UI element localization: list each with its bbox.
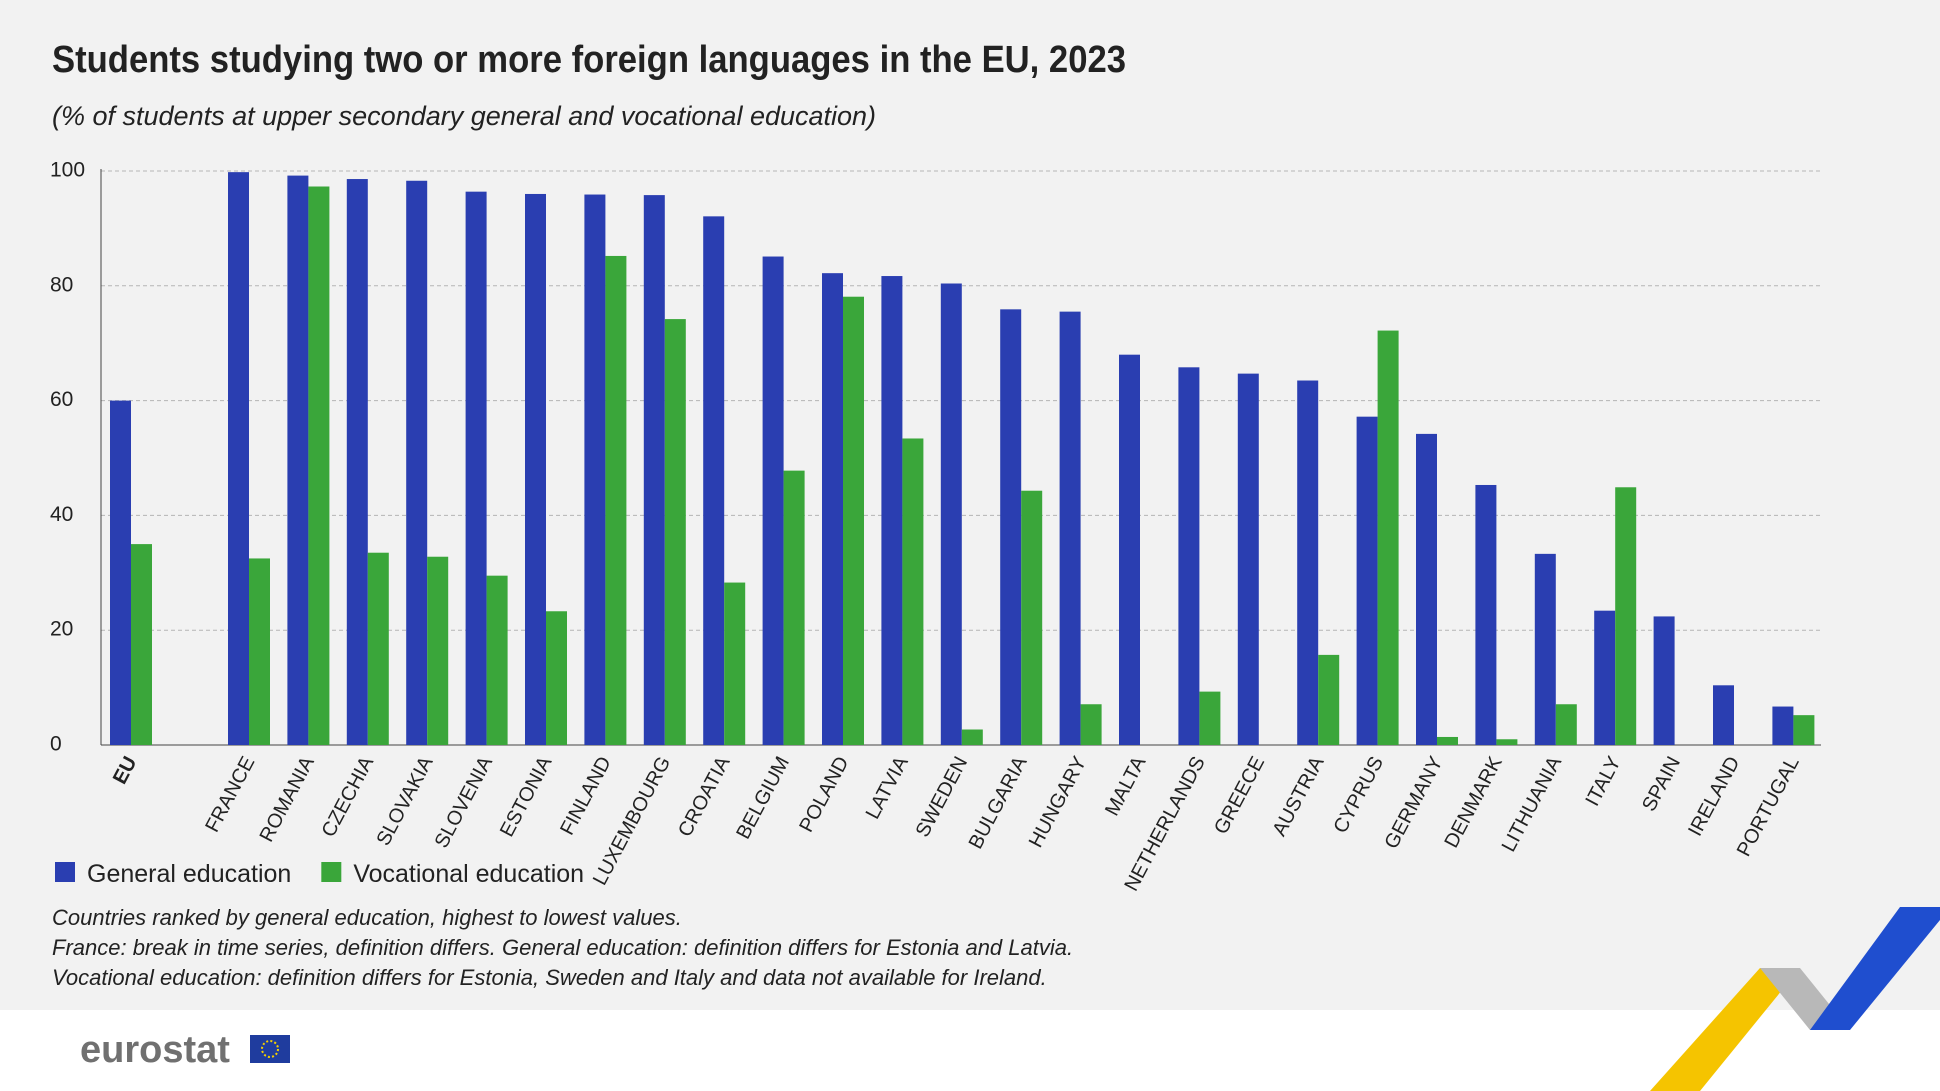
bar [822, 273, 843, 745]
bar [1178, 367, 1200, 745]
bar [1496, 739, 1518, 745]
bar [1356, 416, 1378, 745]
bar [1772, 706, 1794, 745]
bar [131, 544, 152, 745]
bar [881, 276, 903, 745]
footnote: Vocational education: definition differs… [52, 965, 1047, 990]
footnote: France: break in time series, definition… [52, 935, 1073, 960]
bar [406, 180, 428, 745]
y-tick-label: 80 [50, 273, 73, 296]
legend-label: Vocational education [353, 860, 584, 888]
y-tick-label: 60 [50, 388, 73, 411]
legend-label: General education [87, 860, 291, 888]
bar [1199, 691, 1221, 745]
legend-swatch [321, 862, 342, 882]
bar [724, 582, 746, 745]
bar [1021, 490, 1043, 745]
bar [1615, 487, 1637, 745]
legend-swatch [55, 862, 75, 882]
bar [287, 175, 309, 746]
bar [1119, 354, 1140, 745]
y-tick-label: 0 [50, 733, 62, 756]
bar [1416, 433, 1437, 745]
bar [703, 216, 725, 745]
chart-subtitle: (% of students at upper secondary genera… [52, 101, 876, 131]
bar [961, 729, 983, 745]
bar [605, 255, 627, 745]
bar [1059, 311, 1081, 745]
bar [664, 319, 686, 745]
bar [1653, 616, 1675, 745]
bar [1080, 704, 1102, 745]
bar [1000, 309, 1022, 745]
y-tick-label: 100 [50, 159, 85, 182]
bar [465, 191, 487, 745]
bar [1793, 715, 1815, 745]
bar [367, 552, 389, 745]
bar [1555, 704, 1577, 745]
footer-band [0, 1010, 1940, 1091]
bar [1297, 380, 1319, 745]
bar [1377, 330, 1399, 745]
bar [1437, 736, 1458, 745]
bar [110, 400, 131, 745]
bar [1237, 373, 1259, 745]
bar [643, 195, 665, 745]
bar [308, 186, 330, 746]
logo-text: eurostat [80, 1029, 230, 1071]
bar [762, 256, 784, 745]
eu-flag [250, 1035, 290, 1063]
bar [486, 575, 508, 745]
bar [843, 296, 864, 745]
bar [427, 556, 449, 745]
y-tick-label: 40 [50, 503, 73, 526]
bar [1594, 610, 1616, 745]
bar [228, 172, 249, 745]
bar [249, 558, 270, 745]
bar [546, 611, 567, 745]
bar [940, 283, 962, 745]
chart-title: Students studying two or more foreign la… [52, 39, 1126, 81]
footnote: Countries ranked by general education, h… [52, 905, 682, 930]
bar [1475, 484, 1497, 745]
decor-blue [1810, 907, 1940, 1030]
bar [584, 194, 606, 745]
y-tick-label: 20 [50, 618, 73, 641]
bar [1318, 654, 1340, 745]
bar [1713, 685, 1734, 745]
eu-stars [261, 1040, 279, 1058]
bar [346, 179, 368, 745]
bar [902, 438, 924, 745]
bar [1534, 553, 1556, 745]
decor-yellow [1650, 968, 1800, 1091]
bar [783, 470, 805, 745]
bar [525, 193, 546, 745]
